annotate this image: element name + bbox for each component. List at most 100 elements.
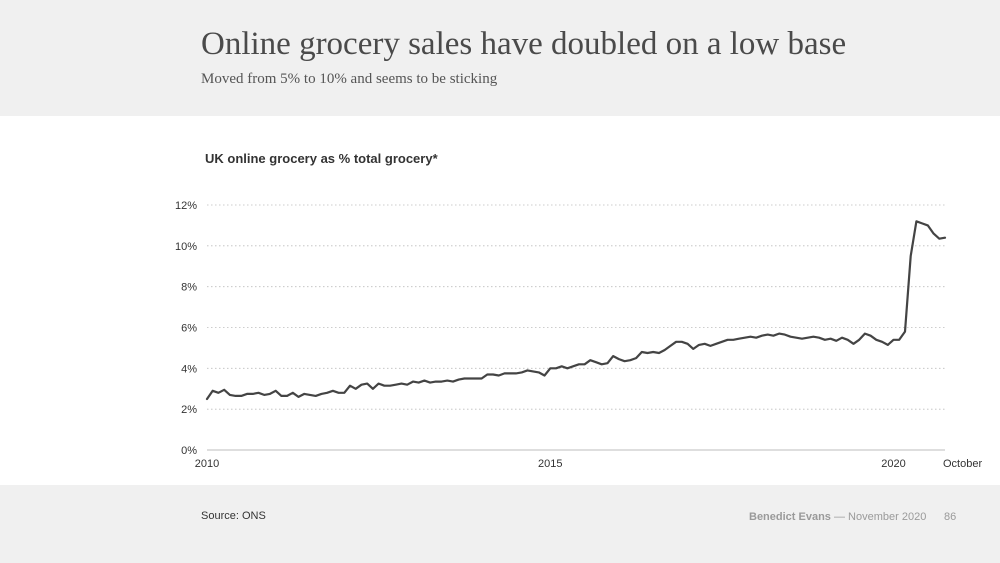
data-point: [572, 365, 574, 367]
data-point: [389, 385, 391, 387]
chart-title: UK online grocery as % total grocery*: [205, 151, 438, 166]
data-point: [423, 380, 425, 382]
page-number: 86: [944, 511, 957, 523]
data-point: [761, 335, 763, 337]
data-point: [429, 382, 431, 384]
x-tick-label: 2020: [881, 458, 905, 470]
data-point: [418, 382, 420, 384]
data-point: [692, 348, 694, 350]
header-band: Online grocery sales have doubled on a l…: [0, 0, 1000, 116]
data-point: [578, 363, 580, 365]
data-point: [812, 336, 815, 338]
data-point: [681, 341, 683, 343]
y-tick-label: 4%: [181, 363, 197, 375]
data-point: [629, 359, 631, 361]
y-tick-label: 10%: [175, 241, 197, 253]
data-point: [584, 363, 586, 365]
page-subtitle: Moved from 5% to 10% and seems to be sti…: [201, 71, 498, 87]
data-point: [252, 393, 254, 395]
data-point: [864, 333, 866, 335]
data-point: [852, 343, 855, 345]
data-point: [555, 367, 557, 369]
data-point: [858, 339, 860, 341]
data-point: [206, 398, 208, 400]
data-point: [698, 344, 700, 346]
data-point: [332, 390, 334, 392]
data-point: [795, 337, 797, 339]
footer-band: [0, 485, 1000, 563]
data-point: [458, 379, 460, 381]
data-point: [286, 395, 288, 397]
data-point: [469, 377, 471, 380]
data-point: [721, 341, 723, 343]
data-point: [263, 394, 265, 396]
data-point: [933, 233, 935, 235]
data-point: [526, 369, 529, 371]
source-note: Source: ONS: [201, 510, 266, 522]
data-point: [875, 339, 877, 341]
data-point: [749, 336, 752, 338]
data-point: [372, 388, 374, 390]
x-tick-label: 2010: [195, 458, 219, 470]
data-point: [887, 344, 889, 346]
credit-date: — November 2020: [833, 511, 927, 523]
data-point: [744, 337, 746, 339]
data-point: [292, 392, 294, 394]
data-point: [606, 362, 609, 364]
data-point: [412, 381, 414, 383]
data-point: [240, 395, 242, 397]
data-point: [938, 238, 940, 240]
data-point: [612, 355, 614, 357]
data-point: [807, 337, 809, 339]
data-point: [297, 396, 300, 398]
data-point: [229, 394, 231, 396]
data-point: [366, 383, 368, 385]
data-point: [486, 373, 488, 376]
page-title: Online grocery sales have doubled on a l…: [201, 26, 847, 62]
data-point: [217, 392, 219, 394]
data-point: [303, 393, 305, 395]
data-point: [326, 392, 328, 394]
data-point: [498, 374, 500, 377]
data-point: [343, 392, 345, 394]
author-name: Benedict Evans: [749, 511, 831, 523]
data-point: [841, 337, 843, 339]
data-point: [618, 358, 620, 360]
series: [205, 220, 947, 401]
data-point: [235, 395, 237, 397]
data-point: [463, 377, 465, 380]
data-point: [732, 339, 734, 341]
data-point: [784, 334, 786, 336]
data-point: [269, 393, 271, 395]
data-point: [789, 336, 792, 338]
data-point: [738, 338, 740, 340]
y-tick-label: 12%: [175, 200, 197, 212]
data-point: [658, 352, 660, 354]
data-point: [406, 384, 408, 386]
data-point: [601, 363, 603, 365]
data-point: [543, 374, 546, 377]
data-point: [709, 345, 712, 347]
data-point: [818, 337, 820, 339]
data-point: [669, 345, 672, 347]
data-point: [801, 338, 803, 340]
y-tick-label: 6%: [181, 323, 197, 335]
data-point: [246, 393, 248, 395]
data-point: [441, 381, 443, 383]
data-point: [509, 372, 511, 374]
data-point: [481, 377, 483, 380]
data-point: [835, 340, 837, 342]
data-point: [847, 339, 849, 341]
data-point: [223, 389, 225, 391]
data-point: [824, 339, 826, 341]
data-point: [257, 392, 260, 394]
data-point: [715, 343, 717, 345]
data-point: [435, 381, 437, 383]
credit: Benedict Evans — November 2020: [749, 511, 926, 523]
data-point: [687, 343, 689, 345]
data-point: [475, 377, 477, 380]
data-point: [944, 237, 946, 239]
data-point: [910, 255, 912, 257]
data-point: [892, 339, 895, 341]
